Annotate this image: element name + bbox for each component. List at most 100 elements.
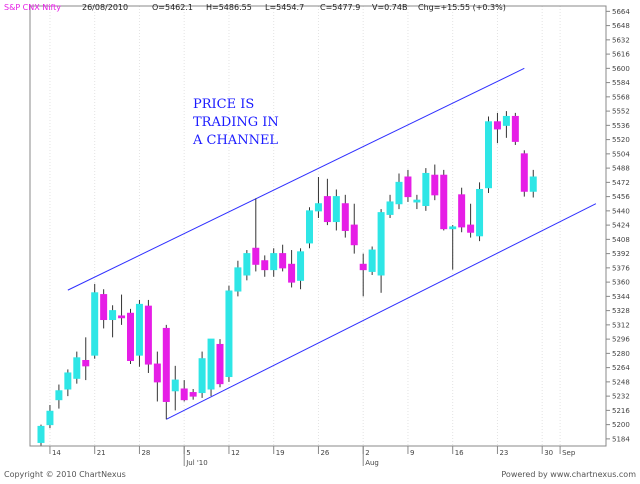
y-tick-label: 5312	[612, 321, 630, 329]
candle-body-up	[37, 425, 45, 443]
candle	[243, 250, 251, 281]
candle	[91, 283, 99, 359]
y-tick-label: 5520	[612, 136, 630, 144]
candle	[511, 112, 519, 145]
y-tick-label: 5616	[612, 51, 630, 59]
y-tick-label: 5488	[612, 165, 630, 173]
y-axis: 5184 5200 5216 5232 5248 5264 5280 5296 5312 5328…	[606, 8, 630, 443]
y-tick-label: 5600	[612, 65, 630, 73]
candle-body-up	[64, 372, 72, 390]
candle-body-down	[341, 203, 349, 231]
footer-copyright: Copyright © 2010 ChartNexus	[4, 470, 126, 479]
header-date: 26/08/2010	[82, 3, 128, 12]
candle-body-up	[529, 176, 537, 192]
candle	[189, 388, 197, 400]
candle	[413, 194, 421, 210]
candle	[234, 260, 242, 297]
candle	[207, 338, 215, 397]
x-tick-label: 26	[320, 449, 329, 457]
candle-body-down	[144, 305, 152, 365]
candle	[135, 299, 143, 367]
candle	[485, 116, 492, 194]
x-tick-label: 30	[544, 449, 553, 457]
x-tick-label: 19	[276, 449, 285, 457]
y-tick-label: 5200	[612, 421, 630, 429]
candle-body-down	[404, 176, 412, 198]
candle-body-up	[386, 201, 394, 215]
x-tick-label: 2	[365, 449, 369, 457]
header-close: C=5477.9	[320, 3, 360, 12]
footer: Copyright © 2010 ChartNexus Powered by w…	[4, 470, 636, 479]
header-volume: V=0.74B	[372, 3, 407, 12]
candle	[377, 209, 385, 293]
y-tick-label: 5424	[612, 222, 630, 230]
candle-body-up	[332, 196, 340, 223]
candle	[314, 177, 322, 218]
candle	[323, 178, 331, 226]
candle	[162, 324, 170, 420]
candle-body-up	[368, 249, 376, 272]
candle-body-down	[127, 312, 134, 361]
candle	[476, 182, 484, 242]
candle-body-up	[55, 390, 63, 401]
candle-body-down	[261, 260, 269, 271]
y-tick-label: 5216	[612, 407, 630, 415]
candle	[109, 305, 117, 338]
candle-body-down	[162, 327, 170, 402]
candle	[55, 384, 63, 409]
channel-line-lower	[166, 203, 597, 420]
candle-body-down	[359, 263, 367, 271]
header-change: Chg=+15.55 (+0.3%)	[418, 3, 506, 12]
candle-body-up	[449, 226, 457, 230]
candle-body-down	[511, 115, 519, 142]
candle	[449, 225, 457, 270]
annotation: PRICE IS TRADING IN A CHANNEL	[192, 97, 279, 148]
candle	[368, 246, 376, 275]
candle-body-down	[323, 196, 331, 223]
candle	[332, 189, 340, 231]
y-tick-label: 5568	[612, 93, 630, 101]
candle-body-down	[279, 253, 287, 269]
y-tick-label: 5648	[612, 22, 630, 30]
candle	[171, 365, 179, 411]
candle	[386, 194, 394, 218]
channel-line-upper	[67, 67, 525, 291]
month-label: Aug	[365, 459, 379, 467]
candle-body-up	[243, 253, 251, 276]
y-tick-label: 5296	[612, 336, 630, 344]
candle-body-up	[207, 338, 215, 390]
candle	[467, 203, 475, 238]
y-tick-label: 5456	[612, 193, 630, 201]
y-tick-label: 5392	[612, 250, 630, 258]
candle-body-down	[350, 224, 358, 246]
candle	[127, 308, 134, 365]
annotation-line-1: PRICE IS	[193, 97, 254, 112]
candle	[73, 351, 81, 384]
candle-body-down	[493, 121, 501, 130]
candle	[46, 405, 54, 429]
channel-lines	[67, 67, 597, 420]
y-tick-label: 5376	[612, 264, 630, 272]
candle-body-up	[171, 379, 179, 392]
x-tick-label: 23	[499, 449, 508, 457]
header-low: L=5454.7	[265, 3, 304, 12]
candle	[37, 424, 45, 446]
header-high: H=5486.55	[206, 3, 252, 12]
footer-powered[interactable]: Powered by www.chartnexus.com	[501, 470, 636, 479]
y-tick-label: 5248	[612, 378, 630, 386]
candle	[458, 187, 466, 233]
candle-body-up	[314, 203, 322, 212]
y-tick-label: 5504	[612, 150, 630, 158]
candle	[270, 248, 278, 277]
candle-body-up	[413, 199, 421, 203]
annotation-line-2: TRADING IN	[193, 115, 279, 130]
candle-body-up	[73, 357, 81, 379]
candle	[64, 369, 72, 397]
x-tick-label: 5	[186, 449, 190, 457]
candle-body-down	[153, 363, 161, 383]
candle-body-up	[135, 303, 143, 356]
candle-body-down	[467, 224, 475, 233]
x-tick-label: 14	[52, 449, 61, 457]
candle-body-down	[252, 247, 260, 265]
y-tick-label: 5440	[612, 207, 630, 215]
